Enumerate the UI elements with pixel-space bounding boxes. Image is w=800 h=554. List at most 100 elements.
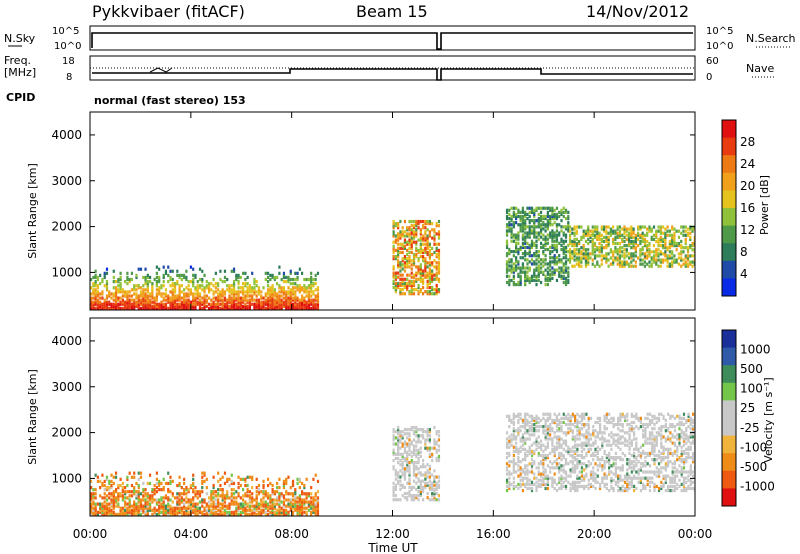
power-cell: [273, 292, 276, 296]
power-cell: [198, 277, 202, 282]
velocity-cell: [632, 474, 636, 478]
velocity-cell: [307, 508, 310, 512]
power-cell: [269, 286, 272, 290]
velocity-cell: [508, 439, 511, 443]
power-cell: [549, 216, 552, 221]
power-cell: [421, 255, 425, 259]
power-cell: [530, 254, 534, 258]
velocity-cell: [596, 474, 599, 478]
power-cell: [246, 292, 249, 296]
velocity-cell: [392, 438, 395, 442]
power-cell: [526, 206, 529, 210]
power-cell: [410, 275, 413, 279]
velocity-cell: [628, 447, 631, 451]
velocity-cell: [298, 496, 301, 500]
velocity-cell: [576, 429, 579, 433]
power-cell: [528, 266, 531, 270]
velocity-cell: [628, 460, 631, 464]
velocity-cell: [135, 490, 138, 494]
power-cell: [646, 248, 649, 252]
power-cell: [119, 296, 122, 300]
velocity-cell: [542, 429, 545, 433]
power-cell: [567, 227, 570, 231]
power-cell: [164, 271, 168, 275]
power-cell: [664, 246, 667, 250]
power-cell: [573, 225, 576, 229]
power-cell: [584, 233, 588, 237]
velocity-cell: [431, 452, 434, 456]
velocity-cell: [401, 465, 404, 469]
power-cell: [593, 244, 597, 248]
velocity-cell: [130, 504, 134, 508]
velocity-cell: [251, 512, 254, 516]
velocity-cell: [596, 458, 599, 462]
velocity-cell: [617, 422, 620, 427]
velocity-cell: [546, 433, 549, 437]
velocity-cell: [619, 476, 622, 480]
velocity-cell: [408, 491, 411, 496]
power-cell: [403, 219, 407, 224]
velocity-cell: [546, 476, 549, 480]
velocity-cell: [421, 434, 425, 438]
velocity-cell: [289, 506, 292, 510]
power-cell: [410, 271, 413, 275]
velocity-cell: [300, 492, 304, 496]
power-cell: [560, 239, 563, 243]
power-cell: [196, 288, 199, 292]
power-cell: [212, 292, 215, 296]
power-cell: [618, 250, 622, 254]
power-cell: [285, 296, 288, 300]
power-cell: [185, 292, 188, 296]
power-cell: [537, 256, 540, 260]
velocity-cell: [410, 494, 413, 498]
power-cell: [153, 296, 156, 300]
velocity-cell: [574, 435, 577, 439]
power-cell: [428, 269, 431, 273]
velocity-cell: [555, 435, 559, 439]
power-cell: [553, 260, 556, 264]
velocity-cell: [173, 506, 177, 510]
power-cell: [607, 252, 610, 256]
power-cell: [210, 306, 213, 310]
power-cell: [519, 268, 522, 272]
velocity-cell: [415, 461, 418, 465]
velocity-cell: [510, 482, 513, 486]
power-cell: [553, 254, 556, 258]
velocity-cell: [510, 443, 513, 447]
velocity-cell: [601, 480, 604, 484]
velocity-cell: [305, 506, 308, 510]
power-cell: [680, 256, 683, 260]
power-cell: [314, 288, 317, 292]
velocity-cell: [428, 479, 431, 483]
velocity-cell: [148, 498, 152, 502]
power-cell: [289, 271, 292, 275]
power-cell: [260, 290, 263, 294]
power-cell: [515, 256, 518, 260]
power-cell: [584, 254, 588, 258]
velocity-cell: [417, 485, 420, 489]
power-cell: [655, 260, 658, 264]
power-cell: [183, 275, 186, 280]
velocity-cell: [431, 483, 434, 487]
power-cell: [94, 298, 97, 302]
velocity-cell: [528, 445, 531, 449]
power-cell: [117, 298, 120, 302]
power-cell: [641, 225, 644, 229]
velocity-cell: [560, 451, 563, 456]
velocity-cell: [598, 418, 602, 423]
velocity-cell: [549, 451, 552, 456]
power-cell: [675, 248, 678, 252]
velocity-cell: [237, 502, 240, 506]
velocity-cell: [126, 496, 129, 500]
velocity-cell: [562, 476, 565, 480]
power-cell: [634, 260, 637, 264]
velocity-cell: [99, 485, 102, 490]
velocity-cell: [596, 464, 599, 468]
velocity-cell: [539, 418, 543, 423]
velocity-cell: [623, 414, 627, 418]
power-cell: [544, 274, 547, 278]
power-cell: [101, 302, 104, 306]
power-cell: [614, 256, 617, 260]
power-cell: [276, 282, 279, 286]
velocity-cell: [583, 441, 586, 445]
